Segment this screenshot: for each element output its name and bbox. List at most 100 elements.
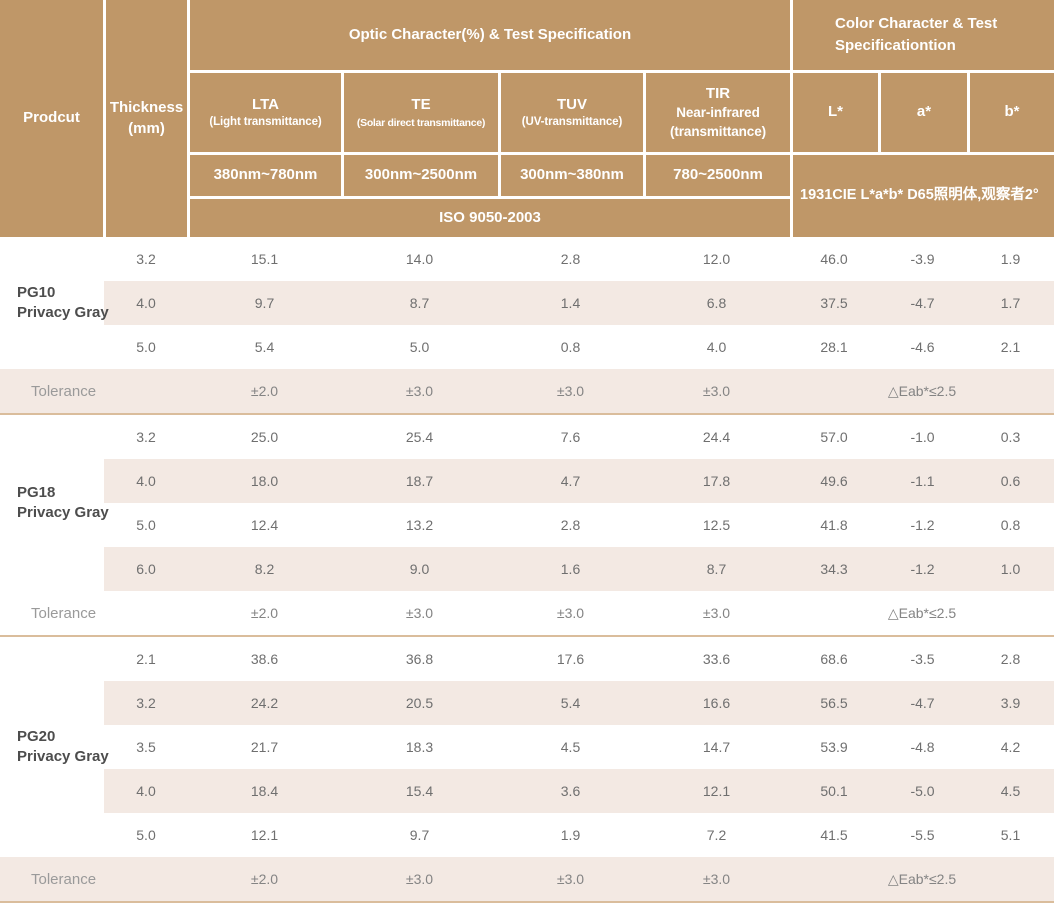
value-cell: 20.5 (405, 695, 434, 711)
value-cell: 15.1 (250, 251, 279, 267)
product-name-line1: PG18 (17, 484, 56, 502)
value-cell: 9.7 (254, 295, 275, 311)
value-cell: 56.5 (820, 695, 848, 711)
thickness-cell: 3.2 (136, 695, 156, 711)
row-stripe (0, 369, 1054, 413)
value-cell: 3.6 (560, 783, 581, 799)
value-cell: 2.8 (560, 517, 581, 533)
value-cell: 41.8 (820, 517, 848, 533)
value-cell: 3.9 (1000, 695, 1021, 711)
tolerance-value-cell: ±3.0 (556, 605, 585, 621)
value-cell: 33.6 (702, 651, 731, 667)
value-cell: 25.4 (405, 429, 434, 445)
value-cell: 7.6 (560, 429, 581, 445)
product-name-line2: Privacy Gray (17, 748, 109, 765)
value-cell: -5.5 (910, 827, 935, 843)
value-cell: 1.9 (560, 827, 581, 843)
thickness-cell: 5.0 (136, 517, 156, 533)
value-cell: 2.8 (560, 251, 581, 267)
tolerance-value-cell: ±2.0 (250, 605, 279, 621)
value-cell: 12.5 (702, 517, 731, 533)
thickness-column-header: Thickness (mm) (106, 0, 187, 237)
value-cell: 17.6 (556, 651, 585, 667)
iso-standard-cell: ISO 9050-2003 (190, 199, 790, 237)
table-header: Prodcut Thickness (mm) Optic Character(%… (0, 0, 1054, 237)
value-cell: 9.7 (409, 827, 430, 843)
optic-subheader-tir: TIR Near-infrared (transmittance) (646, 73, 790, 152)
value-cell: 24.4 (702, 429, 731, 445)
value-cell: 1.9 (1000, 251, 1021, 267)
section-separator (0, 901, 1054, 903)
section-separator (0, 635, 1054, 637)
tolerance-value-cell: ±3.0 (556, 383, 585, 399)
color-subheader-a: a* (881, 73, 967, 152)
product-name-line1: PG20 (17, 728, 56, 746)
value-cell: 53.9 (820, 739, 848, 755)
value-cell: 46.0 (820, 251, 848, 267)
product-section-pg18: PG18 Privacy Gray 3.2 25.0 25.4 7.6 24.4 57.0 -1… (0, 415, 1054, 635)
product-name: PG10 Privacy Gray (0, 237, 109, 369)
value-cell: 13.2 (405, 517, 434, 533)
value-cell: -1.2 (910, 517, 935, 533)
value-cell: 8.7 (706, 561, 727, 577)
tolerance-value-cell: ±2.0 (250, 871, 279, 887)
value-cell: 4.5 (1000, 783, 1021, 799)
thickness-cell: 3.2 (136, 429, 156, 445)
value-cell: 18.3 (405, 739, 434, 755)
value-cell: 14.0 (405, 251, 434, 267)
row-stripe (104, 681, 1054, 725)
thickness-cell: 6.0 (136, 561, 156, 577)
value-cell: 21.7 (250, 739, 279, 755)
value-cell: 14.7 (702, 739, 731, 755)
product-name-line1: PG10 (17, 284, 56, 302)
table-body: PG10 Privacy Gray 3.2 15.1 14.0 2.8 12.0 46.0 -3… (0, 237, 1054, 903)
thickness-cell: 5.0 (136, 339, 156, 355)
thickness-header-line2: (mm) (128, 119, 165, 137)
value-cell: -4.6 (910, 339, 935, 355)
column-caption: (Light transmittance) (209, 115, 322, 128)
tolerance-row-label: Tolerance (31, 382, 97, 400)
color-subheader-b: b* (970, 73, 1054, 152)
color-group-header-line1: Color Character & Test (835, 15, 998, 33)
value-cell: 25.0 (250, 429, 279, 445)
optic-subheader-te: TE (Solar direct transmittance) (344, 73, 498, 152)
column-abbr: TUV (557, 95, 587, 113)
column-abbr: TE (411, 96, 431, 114)
thickness-cell: 4.0 (136, 783, 156, 799)
value-cell: -3.5 (910, 651, 935, 667)
value-cell: 2.8 (1000, 651, 1021, 667)
row-stripe (104, 547, 1054, 591)
value-cell: 0.6 (1000, 473, 1021, 489)
value-cell: 36.8 (405, 651, 434, 667)
product-name-line2: Privacy Gray (17, 504, 109, 521)
value-cell: 1.0 (1000, 561, 1021, 577)
tolerance-value-cell: ±3.0 (405, 383, 434, 399)
value-cell: 34.3 (820, 561, 848, 577)
column-caption: (Solar direct transmittance) (356, 116, 486, 129)
value-cell: -4.7 (910, 295, 935, 311)
value-cell: 4.7 (560, 473, 581, 489)
value-cell: 1.7 (1000, 295, 1021, 311)
optic-subheader-tuv: TUV (UV-transmittance) (501, 73, 643, 152)
product-name-line2: Privacy Gray (17, 304, 109, 321)
value-cell: -5.0 (910, 783, 935, 799)
value-cell: 5.0 (409, 339, 430, 355)
value-cell: 8.2 (254, 561, 275, 577)
color-group-header-line2: Specificationtion (835, 37, 956, 54)
value-cell: 9.0 (409, 561, 430, 577)
value-cell: 12.1 (250, 827, 279, 843)
value-cell: 15.4 (405, 783, 434, 799)
value-cell: 5.1 (1000, 827, 1021, 843)
optic-group-header: Optic Character(%) & Test Specification (190, 0, 790, 70)
column-caption: (UV-transmittance) (521, 115, 623, 128)
value-cell: 16.6 (702, 695, 731, 711)
product-section-pg10: PG10 Privacy Gray 3.2 15.1 14.0 2.8 12.0 46.0 -3… (0, 237, 1054, 413)
thickness-header-line1: Thickness (109, 99, 184, 117)
value-cell: 50.1 (820, 783, 848, 799)
column-abbr: TIR (705, 85, 731, 103)
value-cell: -4.8 (910, 739, 935, 755)
tolerance-color-delta-cell: △Eab*≤2.5 (887, 870, 957, 887)
value-cell: 1.4 (560, 295, 581, 311)
thickness-cell: 2.1 (136, 651, 156, 667)
value-cell: -4.7 (910, 695, 935, 711)
